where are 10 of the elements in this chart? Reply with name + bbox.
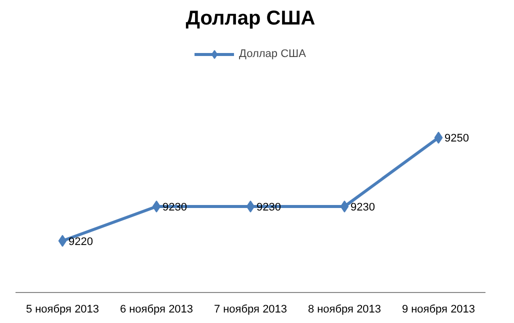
x-tick-label: 5 ноября 2013 <box>26 304 100 316</box>
data-label: 9250 <box>444 132 469 145</box>
x-tick-label: 7 ноября 2013 <box>214 304 288 316</box>
data-label: 9220 <box>68 236 93 248</box>
x-tick-label: 8 ноября 2013 <box>308 304 382 316</box>
data-label: 9230 <box>350 202 375 214</box>
x-tick-label: 9 ноября 2013 <box>402 304 476 316</box>
chart-title: Доллар США <box>186 8 316 30</box>
x-tick-label: 6 ноября 2013 <box>120 304 194 316</box>
legend-label: Доллар США <box>239 48 306 60</box>
